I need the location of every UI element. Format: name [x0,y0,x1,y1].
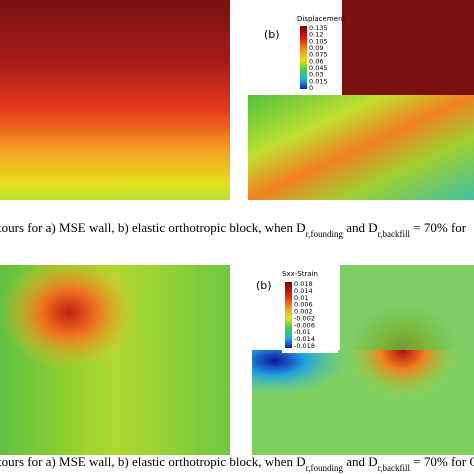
contour-plot [248,95,474,200]
caption-part: and D [343,454,378,469]
colorbar-tick: 0.045 [309,64,328,72]
caption-part: = 70% for [410,220,467,235]
block [340,265,474,350]
colorbar-tick: -0.006 [294,321,315,329]
colorbar [285,282,292,348]
caption-part: r,founding [306,463,344,473]
colorbar-tick: 0.006 [294,301,313,309]
colorbar [300,26,307,89]
caption-part: and D [343,220,378,235]
colorbar-tick: 0.018 [294,280,313,288]
contour-plot [0,0,230,200]
colorbar-tick: 0.015 [309,77,328,85]
block [340,0,474,95]
colorbar-tick: 0.105 [309,37,328,45]
caption-part: r,founding [306,229,344,239]
colorbar-tick: -0.018 [294,342,315,350]
caption-part: r,backfill [378,463,411,473]
colorbar-tick: 0.06 [309,57,323,65]
panel-label: (b) [264,28,280,41]
contour-hot [0,265,230,455]
colorbar-tick: 0.09 [309,44,323,52]
colorbar-tick: 0 [309,84,313,92]
colorbar-title: Displacement [297,15,345,23]
colorbar-title: Sxx-Strain [282,270,318,278]
caption: tours for a) MSE wall, b) elastic orthot… [0,454,474,473]
caption-part: r,backfill [378,229,411,239]
colorbar-tick: 0.135 [309,24,328,32]
colorbar-tick: 0.03 [309,71,323,79]
colorbar-tick: 0.002 [294,308,313,316]
colorbar-tick: 0.014 [294,287,313,295]
caption-part: = 70% for Ch [410,454,474,469]
colorbar-tick: -0.002 [294,314,315,322]
caption-part: tours for a) MSE wall, b) elastic orthot… [0,454,306,469]
caption-part: tours for a) MSE wall, b) elastic orthot… [0,220,306,235]
panel-label: (b) [256,279,272,292]
colorbar-tick: 0.12 [309,31,323,39]
colorbar-tick: 0.075 [309,51,328,59]
colorbar-tick: -0.01 [294,328,311,336]
colorbar-tick: 0.01 [294,294,308,302]
colorbar-tick: -0.014 [294,335,315,343]
caption: tours for a) MSE wall, b) elastic orthot… [0,220,467,239]
